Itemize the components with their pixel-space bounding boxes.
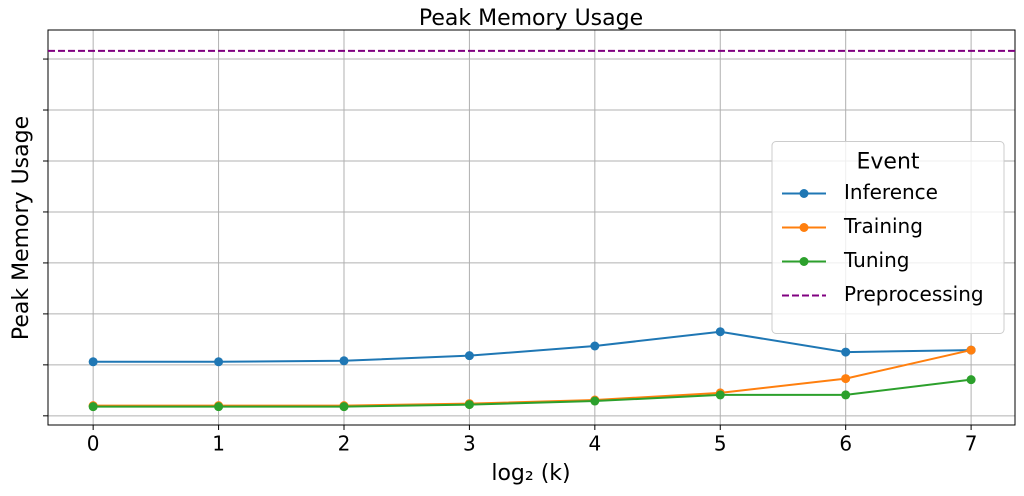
data-point [339,402,349,412]
data-point [590,396,600,406]
x-tick-label: 1 [212,432,225,456]
data-point [214,402,224,412]
series-line [93,330,972,363]
plot-frame [47,29,1016,426]
data-point [841,374,851,384]
data-point [339,356,349,366]
y-axis-label: Peak Memory Usage [9,116,34,340]
legend-label: Tuning [843,248,909,272]
data-point [88,402,98,412]
x-axis-label: log₂ (k) [491,461,570,486]
x-tick-label: 3 [463,432,476,456]
series-line [93,349,972,407]
legend: Event Inference Training Tuning Preprocessin… [771,141,1005,334]
data-point [841,347,851,357]
x-tick-label: 6 [839,432,852,456]
legend-label: Inference [844,180,938,204]
legend-marker [799,257,809,266]
x-tick-label: 7 [965,432,978,456]
x-tick-label: 2 [338,432,351,456]
x-tick-label: 4 [588,432,601,456]
legend-marker [799,189,809,198]
data-point [464,400,474,410]
chart-title: Peak Memory Usage [419,6,643,31]
legend-marker [799,223,809,232]
legend-box [771,141,1005,334]
legend-title: Event [856,150,919,175]
legend-label: Training [843,214,923,238]
x-tick-label: 0 [87,432,100,456]
data-point [966,375,976,385]
data-point [715,327,725,337]
x-tick-label: 5 [714,432,727,456]
data-point [590,341,600,351]
data-point [214,357,224,367]
data-point [715,390,725,400]
data-point [966,345,976,355]
series-line [93,378,972,408]
legend-label: Preprocessing [844,282,984,306]
data-point [841,390,851,400]
data-point [464,351,474,361]
data-point [88,357,98,367]
